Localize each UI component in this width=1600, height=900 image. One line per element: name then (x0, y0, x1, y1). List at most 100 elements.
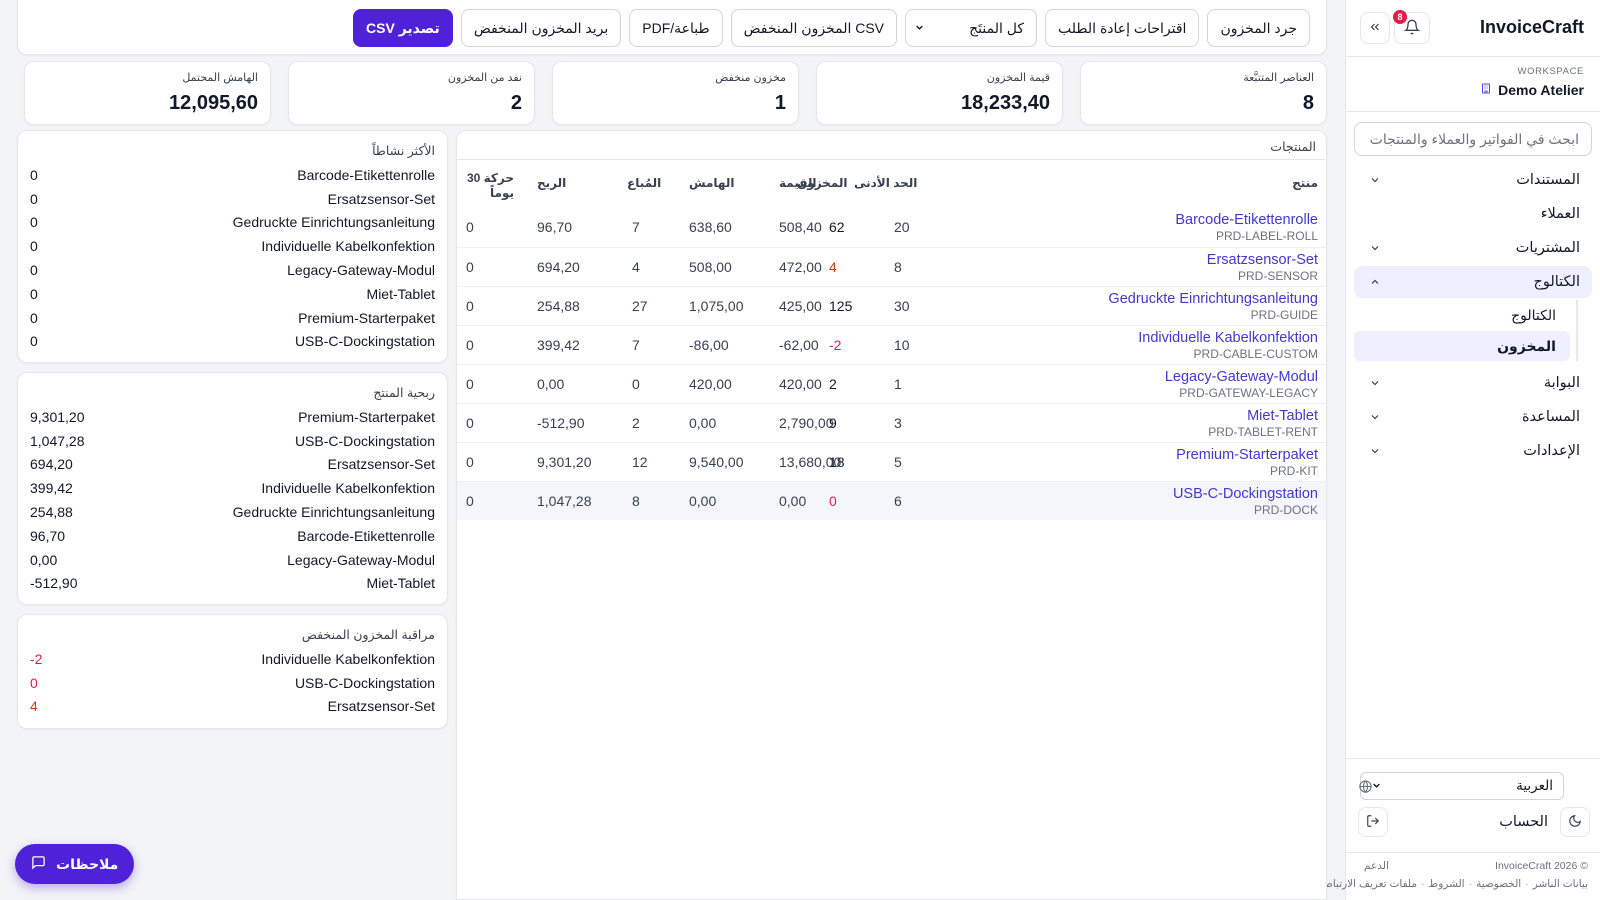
kpi-value: 18,233,40 (961, 92, 1050, 114)
print-pdf-button[interactable]: طباعة/PDF (629, 9, 723, 47)
list-item: Individuelle Kabelkonfektion 2- (30, 647, 435, 671)
low-stock-watch-list: Individuelle Kabelkonfektion 2- USB-C-Dock… (30, 647, 435, 718)
list-item-name[interactable]: Miet-Tablet (366, 285, 435, 302)
column-header-margin[interactable]: الهامش (689, 176, 735, 190)
product-name-link[interactable]: Miet-Tablet (1247, 408, 1318, 424)
list-item-name[interactable]: Barcode-Etikettenrolle (297, 166, 435, 183)
kpi-label: الهامش المحتمل (182, 72, 258, 84)
catalog-subnav: الكتالوج المخزون (1354, 300, 1578, 361)
list-item-value: 399,42 (30, 480, 73, 497)
language-value: العربية (1516, 778, 1553, 793)
low-stock-email-button[interactable]: بريد المخزون المنخفض (460, 9, 622, 47)
list-item-name[interactable]: Individuelle Kabelkonfektion (261, 480, 435, 497)
logout-button[interactable] (1358, 807, 1388, 837)
product-filter-select[interactable]: كل المنتَج (905, 9, 1038, 47)
brand-logo[interactable]: InvoiceCraft (1479, 17, 1584, 37)
list-item-name[interactable]: USB-C-Dockingstation (294, 432, 435, 449)
value-cell: 420,00 (779, 376, 822, 392)
footer-link-imprint[interactable]: بيانات الناشر (1532, 878, 1588, 890)
value-cell: 2,790,00 (779, 415, 834, 431)
profit-cell: 96,70 (537, 219, 573, 235)
list-item: USB-C-Dockingstation 0 (30, 330, 435, 354)
kpi-value: 2 (510, 92, 522, 114)
nav-item-label: المشتريات (1515, 240, 1580, 256)
feedback-button[interactable]: ملاحظات (15, 844, 135, 884)
list-item-name[interactable]: Legacy-Gateway-Modul (287, 551, 435, 568)
theme-toggle-button[interactable] (1560, 807, 1590, 837)
list-item-name[interactable]: Gedruckte Einrichtungsanleitung (232, 214, 435, 231)
nav-item-catalog[interactable]: الكتالوج (1354, 266, 1592, 298)
nav-item-customers[interactable]: العملاء (1354, 198, 1592, 230)
product-profitability-card: ربحية المنتج Premium-Starterpaket 9,301,2… (17, 372, 448, 605)
footer-link-terms[interactable]: الشروط (1428, 878, 1465, 890)
column-header-movement-line1: حركة 30 (466, 171, 514, 185)
workspace-switcher[interactable]: Demo Atelier (1480, 82, 1584, 98)
inventory-count-button[interactable]: جرد المخزون (1207, 9, 1310, 47)
product-name-link[interactable]: Barcode-Etikettenrolle (1175, 212, 1318, 228)
column-header-movement[interactable]: حركة 30 يوماً (466, 171, 514, 201)
low-stock-csv-button[interactable]: CSV المخزون المنخفض (730, 9, 898, 47)
kpi-label: نفد من المخزون (447, 72, 522, 84)
list-item-name[interactable]: USB-C-Dockingstation (294, 674, 435, 691)
product-name-link[interactable]: Premium-Starterpaket (1176, 447, 1318, 463)
footer-support-link[interactable]: الدعم (1364, 860, 1389, 872)
list-item: Barcode-Etikettenrolle 0 (30, 163, 435, 187)
export-csv-button[interactable]: تصدير CSV (353, 9, 453, 47)
list-item-name[interactable]: Ersatzsensor-Set (327, 190, 435, 207)
reorder-suggestions-button[interactable]: اقتراحات إعادة الطلب (1045, 9, 1200, 47)
sold-cell: 7 (632, 219, 640, 235)
notifications-button[interactable]: 8 (1393, 10, 1430, 44)
profit-cell: 694,20 (537, 259, 580, 275)
movement-cell: 0 (466, 454, 474, 470)
list-item-name[interactable]: Barcode-Etikettenrolle (297, 527, 435, 544)
nav-item-settings[interactable]: الإعدادات (1354, 435, 1592, 467)
list-item-name[interactable]: Individuelle Kabelkonfektion (261, 238, 435, 255)
nav-item-purchases[interactable]: المشتريات (1354, 232, 1592, 264)
table-row: Legacy-Gateway-Modul PRD-GATEWAY-LEGACY 2 1… (457, 364, 1326, 403)
list-item-name[interactable]: Gedruckte Einrichtungsanleitung (232, 504, 435, 521)
list-item-name[interactable]: Ersatzsensor-Set (327, 456, 435, 473)
sold-cell: 8 (632, 493, 640, 509)
product-name-link[interactable]: Ersatzsensor-Set (1206, 252, 1318, 268)
product-name-link[interactable]: USB-C-Dockingstation (1172, 486, 1318, 502)
search-input[interactable] (1354, 122, 1592, 156)
column-header-sold[interactable]: المُباع (627, 176, 662, 190)
column-header-product[interactable]: منتج (1292, 176, 1318, 190)
nav-item-label: المستندات (1516, 172, 1580, 188)
chevron-down-icon (1368, 376, 1382, 390)
product-sku: PRD-DOCK (1253, 503, 1318, 517)
nav-item-portal[interactable]: البوابة (1354, 367, 1592, 399)
footer-link-privacy[interactable]: الخصوصية (1476, 878, 1522, 890)
profit-cell: 399,42 (537, 337, 580, 353)
list-item-name[interactable]: Individuelle Kabelkonfektion (261, 650, 435, 667)
column-header-stock[interactable]: المخزون (797, 176, 848, 190)
product-name-link[interactable]: Gedruckte Einrichtungsanleitung (1108, 291, 1318, 307)
nav-item-help[interactable]: المساعدة (1354, 401, 1592, 433)
product-filter-value: كل المنتَج (969, 19, 1025, 36)
list-item-name[interactable]: Miet-Tablet (366, 575, 435, 592)
footer-link-cookies[interactable]: ملفات تعريف الارتباط (1323, 878, 1417, 890)
product-cell: Miet-Tablet PRD-TABLET-RENT (1208, 407, 1318, 440)
column-header-min[interactable]: الحد الأدنى (854, 176, 918, 190)
subnav-item-catalog[interactable]: الكتالوج (1511, 306, 1556, 323)
column-header-value[interactable]: القيمة (779, 176, 817, 190)
product-name-link[interactable]: Individuelle Kabelkonfektion (1138, 330, 1318, 346)
toolbar-buttons: جرد المخزون اقتراحات إعادة الطلب كل المن… (353, 9, 1310, 47)
product-cell: USB-C-Dockingstation PRD-DOCK (1173, 485, 1318, 518)
list-item-name[interactable]: Premium-Starterpaket (298, 408, 435, 425)
list-item-name[interactable]: Ersatzsensor-Set (327, 698, 435, 715)
list-item-name[interactable]: Legacy-Gateway-Modul (287, 262, 435, 279)
collapse-sidebar-button[interactable] (1360, 12, 1390, 44)
column-header-profit[interactable]: الربح (537, 176, 567, 190)
product-name-link[interactable]: Legacy-Gateway-Modul (1164, 369, 1318, 385)
list-item-name[interactable]: USB-C-Dockingstation (294, 333, 435, 350)
divider (1346, 111, 1600, 112)
list-item-name[interactable]: Premium-Starterpaket (298, 309, 435, 326)
kpi-tracked-items: العناصر المتتبَّعة 8 (1080, 61, 1327, 125)
stock-cell: 125 (829, 298, 853, 314)
nav-item-documents[interactable]: المستندات (1354, 164, 1592, 196)
min-stock-cell: 10 (894, 337, 910, 353)
account-link[interactable]: الحساب (1499, 814, 1548, 830)
language-select[interactable]: العربية (1360, 772, 1564, 800)
subnav-item-inventory[interactable]: المخزون (1354, 331, 1570, 361)
